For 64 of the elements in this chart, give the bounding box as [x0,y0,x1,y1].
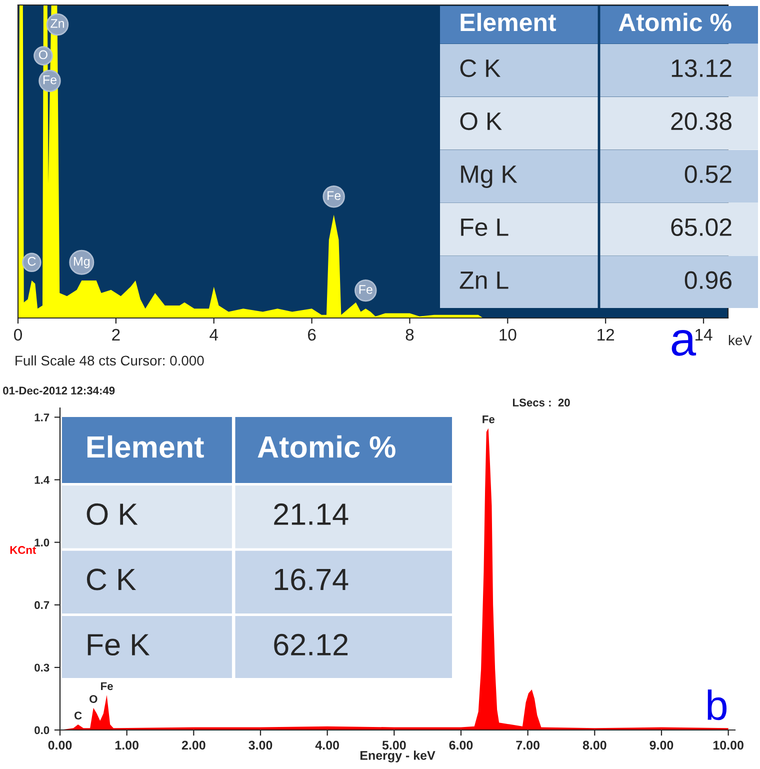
x-tick-label: 6.00 [449,740,473,750]
data-label: 13.12 [672,59,732,78]
y-axis-title: KCnt [10,546,36,554]
category-label: C K [460,59,500,78]
y-tick-label: 0.7 [34,601,50,610]
x-tick-label: 4.00 [315,740,339,750]
data-label: 16.74 [274,568,348,590]
x-tick-label: 10 [500,328,516,341]
category-label: O K [460,112,502,130]
category-label: O K [86,503,138,526]
data-label: 20.38 [671,112,732,130]
x-tick-label: 14 [696,329,712,340]
data-label: 0.96 [684,271,732,290]
annotation: C [28,256,36,266]
annotation: C [74,712,82,720]
annotation: Mg [74,257,90,268]
x-tick-label: 8.00 [582,740,606,750]
y-tick-label: 1.4 [34,476,50,484]
category-label: Fe K [88,634,150,656]
text: a [672,330,696,356]
annotation: Fe [101,682,113,690]
text: Element [87,435,204,458]
annotation: Fe [328,191,341,200]
text: Atomic % [258,435,396,458]
annotation: Fe [43,75,56,84]
x-tick-label: 10.00 [713,740,744,750]
x-tick-label: 1.00 [115,740,138,750]
category-label: Fe L [461,218,508,236]
x-tick-label: 0 [14,328,22,341]
x-tick-label: 6 [308,328,316,341]
category-label: C K [86,568,136,590]
category-label: Zn L [460,272,508,289]
chart-title: 01-Dec-2012 12:34:49 [3,386,115,395]
x-tick-label: 2.00 [182,740,206,750]
data-label: 65.02 [671,218,732,236]
data-label: 62.12 [274,634,348,656]
x-tick-label: 7.00 [516,740,540,750]
x-tick-label: 9.00 [650,740,674,750]
text: Element [460,12,556,32]
annotation: O [38,50,48,60]
data-label: 0.52 [684,165,732,184]
annotation: Fe [482,416,494,424]
chart-subtitle: LSecs : 20 [512,398,570,406]
x-tick-label: 12 [598,328,614,340]
data-label: 21.14 [274,503,348,525]
x-tick-label: 3.00 [248,740,272,750]
annotation: b [708,690,727,720]
text: Full Scale 48 cts Cursor: 0.000 [16,355,204,366]
annotation: Zn [50,19,64,28]
x-tick-label: 2 [112,328,120,340]
x-axis-title: Energy - keV [360,750,436,762]
category-label: Mg K [461,166,518,188]
text: Atomic % [618,12,732,32]
y-tick-label: 1.7 [34,414,50,422]
x-tick-label: 4 [210,329,218,340]
x-axis-title: keV [728,335,752,346]
annotation: Fe [359,285,372,294]
y-tick-label: 1.0 [34,538,50,546]
y-tick-label: 0.0 [34,726,50,734]
x-tick-label: 0.00 [48,740,72,750]
y-tick-label: 0.3 [34,664,50,672]
x-tick-label: 5.00 [382,740,406,750]
x-tick-label: 8 [406,328,414,341]
annotation: O [90,695,98,703]
